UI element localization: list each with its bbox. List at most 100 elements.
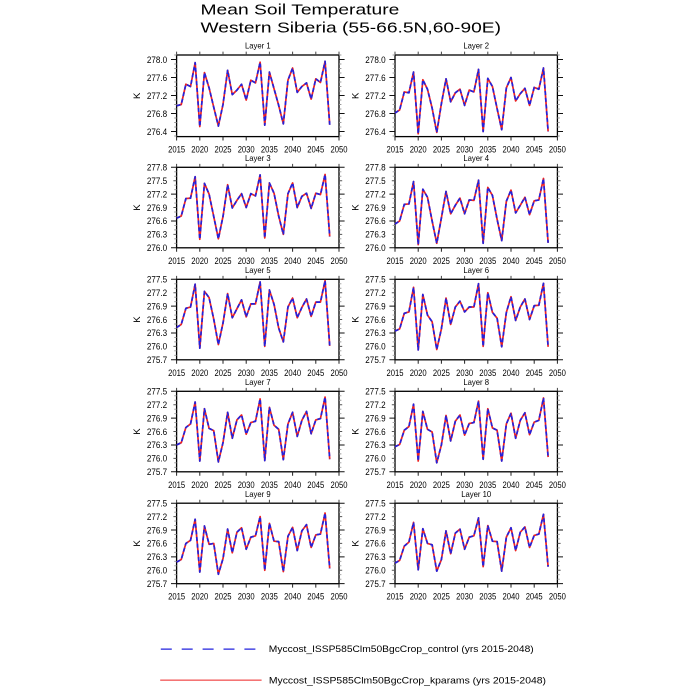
svg-text:276.8: 276.8 [365, 109, 385, 119]
svg-text:2045: 2045 [307, 368, 324, 378]
svg-text:276.0: 276.0 [365, 342, 385, 352]
svg-text:276.3: 276.3 [365, 230, 385, 240]
svg-text:K: K [350, 204, 361, 211]
svg-text:275.7: 275.7 [365, 579, 385, 589]
svg-text:276.9: 276.9 [365, 413, 385, 423]
svg-text:2015: 2015 [168, 256, 185, 266]
svg-text:277.2: 277.2 [365, 512, 385, 522]
svg-text:2015: 2015 [387, 256, 404, 266]
svg-text:276.0: 276.0 [147, 454, 167, 464]
svg-text:277.2: 277.2 [147, 512, 167, 522]
svg-text:276.6: 276.6 [365, 216, 385, 226]
svg-text:2015: 2015 [168, 145, 185, 155]
svg-text:2020: 2020 [191, 480, 208, 490]
svg-text:Western Siberia (55-66.5N,60-9: Western Siberia (55-66.5N,60-90E) [201, 21, 502, 37]
svg-text:2025: 2025 [215, 145, 232, 155]
svg-text:2040: 2040 [503, 480, 520, 490]
svg-text:2030: 2030 [456, 368, 473, 378]
svg-text:2035: 2035 [261, 592, 278, 602]
svg-text:Layer 3: Layer 3 [245, 153, 271, 163]
svg-text:276.9: 276.9 [365, 301, 385, 311]
svg-text:2040: 2040 [284, 592, 301, 602]
svg-text:2030: 2030 [456, 256, 473, 266]
svg-text:2050: 2050 [331, 480, 348, 490]
svg-text:277.2: 277.2 [365, 288, 385, 298]
svg-text:K: K [350, 92, 361, 99]
svg-text:2040: 2040 [284, 368, 301, 378]
svg-text:K: K [132, 540, 143, 547]
svg-text:276.3: 276.3 [147, 230, 167, 240]
svg-text:277.2: 277.2 [147, 189, 167, 199]
svg-text:Myccost_ISSP585Clm50BgcCrop_kp: Myccost_ISSP585Clm50BgcCrop_kparams (yrs… [269, 675, 546, 685]
svg-text:2035: 2035 [479, 368, 496, 378]
svg-text:2045: 2045 [526, 256, 543, 266]
svg-text:2020: 2020 [410, 480, 427, 490]
svg-text:2035: 2035 [261, 480, 278, 490]
svg-text:2040: 2040 [503, 145, 520, 155]
svg-text:K: K [132, 316, 143, 323]
svg-text:2040: 2040 [503, 368, 520, 378]
svg-text:K: K [350, 540, 361, 547]
svg-text:2030: 2030 [238, 145, 255, 155]
svg-text:277.8: 277.8 [365, 163, 385, 173]
svg-text:276.0: 276.0 [365, 566, 385, 576]
svg-text:2050: 2050 [331, 592, 348, 602]
svg-text:2035: 2035 [479, 480, 496, 490]
svg-text:2035: 2035 [479, 592, 496, 602]
svg-text:Layer 7: Layer 7 [245, 377, 271, 387]
svg-text:277.5: 277.5 [147, 499, 167, 509]
svg-text:276.9: 276.9 [147, 203, 167, 213]
svg-text:276.9: 276.9 [147, 413, 167, 423]
svg-text:276.9: 276.9 [147, 525, 167, 535]
svg-text:2015: 2015 [168, 368, 185, 378]
svg-text:2015: 2015 [387, 480, 404, 490]
svg-text:277.2: 277.2 [147, 91, 167, 101]
svg-text:Layer 4: Layer 4 [463, 153, 489, 163]
svg-text:Myccost_ISSP585Clm50BgcCrop_co: Myccost_ISSP585Clm50BgcCrop_control (yrs… [269, 644, 534, 654]
svg-text:2035: 2035 [261, 145, 278, 155]
svg-text:2040: 2040 [284, 145, 301, 155]
svg-text:2025: 2025 [433, 480, 450, 490]
svg-text:277.5: 277.5 [147, 275, 167, 285]
svg-text:2040: 2040 [503, 592, 520, 602]
svg-text:276.4: 276.4 [365, 127, 385, 137]
svg-text:K: K [132, 92, 143, 99]
svg-text:2035: 2035 [479, 145, 496, 155]
svg-text:Layer 8: Layer 8 [463, 377, 489, 387]
svg-text:2020: 2020 [191, 368, 208, 378]
svg-text:276.3: 276.3 [147, 440, 167, 450]
svg-text:2035: 2035 [479, 256, 496, 266]
svg-text:2045: 2045 [526, 368, 543, 378]
svg-text:2020: 2020 [410, 256, 427, 266]
svg-text:276.3: 276.3 [365, 552, 385, 562]
svg-text:2025: 2025 [215, 480, 232, 490]
svg-text:277.2: 277.2 [365, 400, 385, 410]
svg-text:276.0: 276.0 [147, 342, 167, 352]
svg-text:2030: 2030 [238, 480, 255, 490]
svg-text:276.3: 276.3 [147, 328, 167, 338]
svg-text:2045: 2045 [307, 256, 324, 266]
svg-text:277.8: 277.8 [147, 163, 167, 173]
svg-text:277.2: 277.2 [147, 288, 167, 298]
svg-text:276.0: 276.0 [365, 454, 385, 464]
svg-text:2035: 2035 [261, 368, 278, 378]
svg-text:275.7: 275.7 [147, 467, 167, 477]
svg-text:Layer 9: Layer 9 [245, 489, 271, 499]
svg-text:278.0: 278.0 [365, 55, 385, 65]
svg-text:276.6: 276.6 [365, 539, 385, 549]
svg-text:Layer 2: Layer 2 [463, 41, 489, 51]
svg-text:2030: 2030 [238, 592, 255, 602]
svg-text:K: K [350, 316, 361, 323]
svg-text:2020: 2020 [191, 145, 208, 155]
svg-text:277.2: 277.2 [365, 91, 385, 101]
svg-text:K: K [132, 204, 143, 211]
svg-text:277.5: 277.5 [365, 387, 385, 397]
svg-text:Mean Soil Temperature: Mean Soil Temperature [201, 2, 400, 18]
svg-text:2020: 2020 [410, 368, 427, 378]
svg-text:2015: 2015 [168, 592, 185, 602]
svg-text:276.3: 276.3 [365, 440, 385, 450]
svg-text:277.2: 277.2 [147, 400, 167, 410]
svg-text:2050: 2050 [549, 592, 566, 602]
svg-text:K: K [350, 428, 361, 435]
svg-text:2030: 2030 [238, 368, 255, 378]
